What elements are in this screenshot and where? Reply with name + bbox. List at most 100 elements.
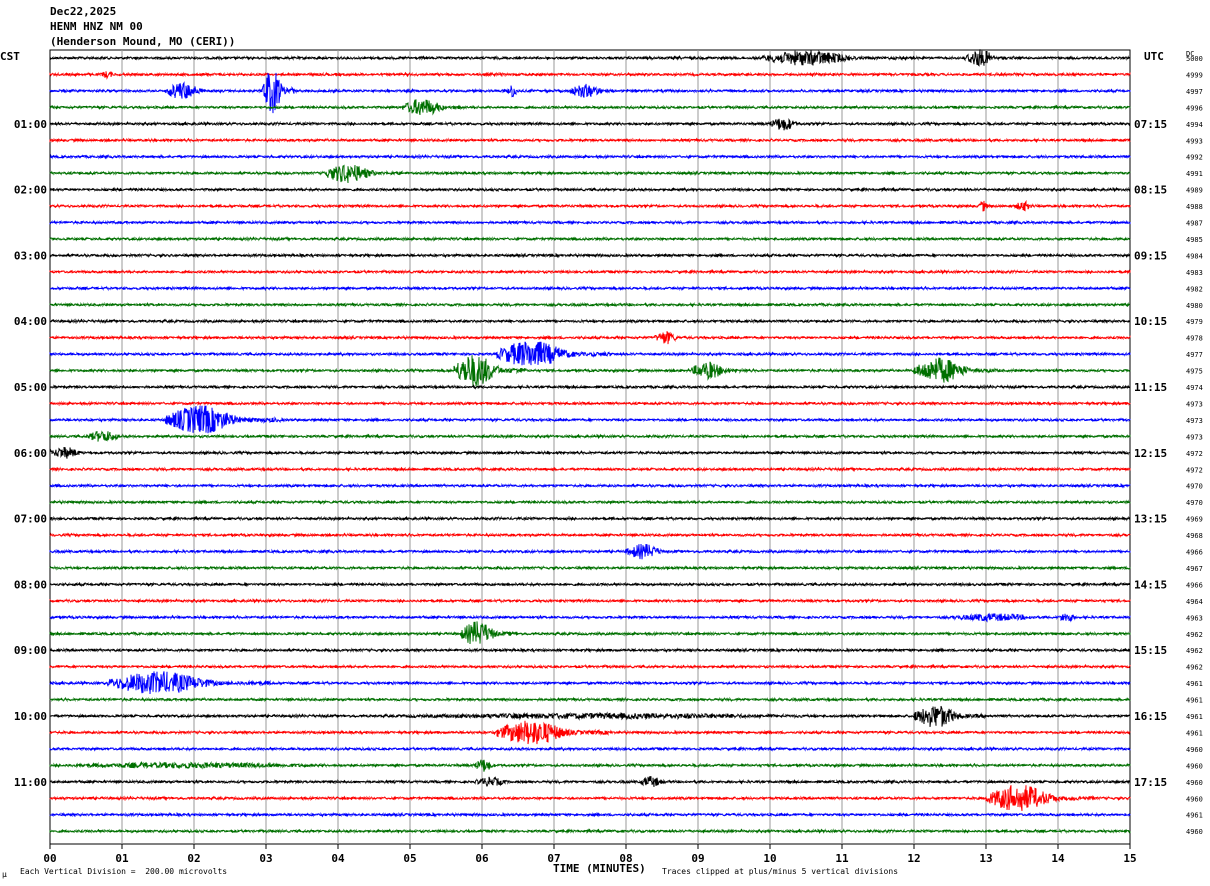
dc-value: 4975 bbox=[1186, 368, 1203, 376]
utc-hour-label: 09:15 bbox=[1134, 249, 1167, 262]
trace-line bbox=[49, 466, 1131, 473]
trace-line bbox=[49, 219, 1131, 226]
trace-line bbox=[49, 621, 1131, 645]
utc-hour-labels: 07:15 08:15 09:15 10:15 11:15 12:15 13:15 14:15… bbox=[1134, 118, 1167, 789]
utc-hour-label: 12:15 bbox=[1134, 447, 1167, 460]
trace-line bbox=[49, 49, 1131, 67]
utc-hour-label: 13:15 bbox=[1134, 513, 1167, 526]
dc-value: 4961 bbox=[1186, 729, 1203, 737]
dc-value: 4972 bbox=[1186, 450, 1203, 458]
dc-value: 4961 bbox=[1186, 812, 1203, 820]
trace-line bbox=[49, 252, 1131, 259]
dc-value: 4977 bbox=[1186, 351, 1203, 359]
dc-value: 4985 bbox=[1186, 236, 1203, 244]
cst-hour-label: 03:00 bbox=[14, 249, 47, 262]
dc-value: 4963 bbox=[1186, 614, 1203, 622]
trace-line bbox=[49, 355, 1131, 387]
utc-hour-label: 11:15 bbox=[1134, 381, 1167, 394]
trace-line bbox=[49, 72, 1131, 114]
trace-line bbox=[49, 331, 1131, 345]
dc-value: 4987 bbox=[1186, 220, 1203, 228]
trace-line bbox=[49, 384, 1131, 390]
dc-values: 5000 4999 4997 4996 4994 4993 4992 4991 4989 4988… bbox=[1186, 55, 1203, 836]
x-tick-label: 00 bbox=[43, 852, 56, 865]
cst-hour-label: 10:00 bbox=[14, 710, 47, 723]
x-tick-label: 06 bbox=[475, 852, 489, 865]
cst-hour-label: 11:00 bbox=[14, 776, 47, 789]
dc-value: 4968 bbox=[1186, 532, 1203, 540]
dc-value: 4979 bbox=[1186, 318, 1203, 326]
utc-hour-label: 17:15 bbox=[1134, 776, 1167, 789]
scale-note: Each Vertical Division = 200.00 microvol… bbox=[20, 867, 228, 876]
cst-hour-label: 09:00 bbox=[14, 644, 47, 657]
dc-value: 4983 bbox=[1186, 269, 1203, 277]
trace-line bbox=[49, 647, 1131, 654]
trace-line bbox=[49, 199, 1131, 212]
dc-axis-label: DC bbox=[1186, 50, 1195, 58]
dc-value: 4974 bbox=[1186, 384, 1203, 392]
dc-value: 4960 bbox=[1186, 746, 1203, 754]
trace-line bbox=[49, 565, 1131, 571]
trace-line bbox=[49, 99, 1131, 116]
trace-line bbox=[49, 515, 1131, 522]
x-tick-label: 04 bbox=[331, 852, 345, 865]
trace-line bbox=[49, 318, 1131, 325]
x-tick-label: 05 bbox=[403, 852, 416, 865]
dc-value: 4962 bbox=[1186, 664, 1203, 672]
x-tick-label: 09 bbox=[691, 852, 704, 865]
dc-value: 4999 bbox=[1186, 71, 1203, 79]
x-tick-label: 08 bbox=[619, 852, 632, 865]
dc-value: 4993 bbox=[1186, 137, 1203, 145]
utc-axis-label: UTC bbox=[1144, 50, 1164, 63]
dc-value: 4991 bbox=[1186, 170, 1203, 178]
dc-value: 5000 bbox=[1186, 55, 1203, 63]
plot-frame bbox=[49, 49, 1131, 845]
trace-line bbox=[49, 720, 1131, 745]
utc-hour-label: 07:15 bbox=[1134, 118, 1167, 131]
x-tick-label: 11 bbox=[835, 852, 849, 865]
trace-line bbox=[49, 759, 1131, 772]
trace-line bbox=[49, 543, 1131, 560]
trace-line bbox=[49, 696, 1131, 703]
trace-line bbox=[49, 705, 1131, 727]
trace-line bbox=[49, 745, 1131, 752]
dc-value: 4992 bbox=[1186, 154, 1203, 162]
dc-value: 4960 bbox=[1186, 762, 1203, 770]
trace-line bbox=[49, 581, 1131, 588]
x-tick-label: 03 bbox=[259, 852, 272, 865]
trace-line bbox=[49, 236, 1131, 242]
dc-value: 4973 bbox=[1186, 433, 1203, 441]
dc-value: 4989 bbox=[1186, 187, 1203, 195]
trace-line bbox=[49, 137, 1131, 144]
trace-line bbox=[49, 532, 1131, 538]
dc-value: 4973 bbox=[1186, 417, 1203, 425]
trace-line bbox=[49, 285, 1131, 292]
trace-line bbox=[49, 597, 1131, 604]
cst-hour-label: 02:00 bbox=[14, 184, 47, 197]
dc-value: 4960 bbox=[1186, 828, 1203, 836]
date-title: Dec22,2025 bbox=[50, 5, 117, 18]
x-tick-label: 15 bbox=[1123, 852, 1136, 865]
trace-line bbox=[49, 785, 1131, 811]
trace-line bbox=[49, 482, 1131, 489]
x-axis-ticks: 00 01 02 03 04 05 06 07 08 09 10 11 12 13 14 15 bbox=[43, 844, 1137, 865]
dc-value: 4969 bbox=[1186, 516, 1203, 524]
dc-value: 4996 bbox=[1186, 104, 1203, 112]
trace-line bbox=[49, 341, 1131, 366]
utc-hour-label: 15:15 bbox=[1134, 644, 1167, 657]
x-tick-label: 12 bbox=[907, 852, 920, 865]
dc-value: 4961 bbox=[1186, 680, 1203, 688]
trace-line bbox=[49, 186, 1131, 193]
trace-line bbox=[49, 301, 1131, 308]
utc-hour-label: 14:15 bbox=[1134, 578, 1167, 591]
trace-line bbox=[50, 153, 1131, 160]
dc-value: 4966 bbox=[1186, 581, 1203, 589]
x-tick-label: 10 bbox=[763, 852, 776, 865]
trace-line bbox=[49, 430, 1131, 442]
dc-value: 4997 bbox=[1186, 88, 1203, 96]
trace-line bbox=[49, 499, 1131, 506]
dc-value: 4970 bbox=[1186, 499, 1203, 507]
dc-value: 4961 bbox=[1186, 697, 1203, 705]
cst-axis-label: CST bbox=[0, 50, 20, 63]
